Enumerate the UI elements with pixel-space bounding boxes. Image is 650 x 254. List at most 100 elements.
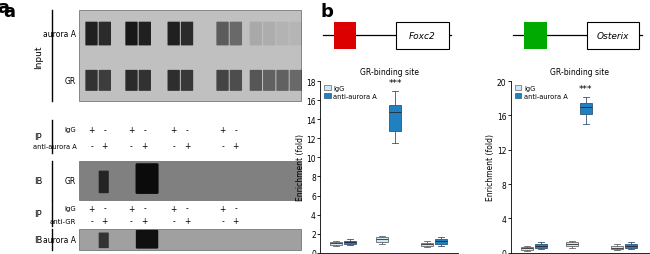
- Text: +: +: [88, 204, 95, 213]
- PathPatch shape: [330, 242, 343, 245]
- PathPatch shape: [611, 246, 623, 249]
- Bar: [79, 11, 302, 102]
- Text: -: -: [186, 204, 188, 213]
- FancyBboxPatch shape: [125, 71, 138, 91]
- Text: IP: IP: [34, 133, 42, 141]
- Text: ***: ***: [579, 85, 593, 94]
- Text: anti-GR: anti-GR: [50, 218, 76, 224]
- Text: +: +: [233, 142, 239, 151]
- Text: GR: GR: [65, 76, 76, 86]
- FancyBboxPatch shape: [99, 171, 109, 193]
- FancyBboxPatch shape: [216, 23, 229, 46]
- FancyBboxPatch shape: [136, 230, 158, 249]
- PathPatch shape: [344, 241, 356, 244]
- Text: -: -: [172, 216, 175, 225]
- FancyBboxPatch shape: [138, 23, 151, 46]
- PathPatch shape: [535, 244, 547, 248]
- Y-axis label: Enrichment (fold): Enrichment (fold): [296, 134, 305, 201]
- Text: IB: IB: [34, 235, 42, 244]
- FancyBboxPatch shape: [168, 71, 180, 91]
- Bar: [586, 23, 639, 50]
- FancyBboxPatch shape: [216, 71, 229, 91]
- Y-axis label: Enrichment (fold): Enrichment (fold): [486, 134, 495, 201]
- Text: b: b: [320, 3, 333, 21]
- PathPatch shape: [521, 247, 533, 250]
- Text: -: -: [235, 204, 237, 213]
- Text: GR-binding site: GR-binding site: [359, 68, 419, 77]
- Text: -: -: [221, 142, 224, 151]
- Text: -: -: [221, 216, 224, 225]
- PathPatch shape: [376, 237, 387, 242]
- Text: IP: IP: [34, 209, 42, 218]
- Text: +: +: [128, 204, 135, 213]
- Text: -: -: [90, 216, 93, 225]
- Bar: [525, 23, 547, 50]
- Text: +: +: [88, 125, 95, 134]
- Bar: [396, 23, 448, 50]
- FancyBboxPatch shape: [85, 23, 98, 46]
- FancyBboxPatch shape: [263, 23, 276, 46]
- FancyBboxPatch shape: [263, 71, 276, 91]
- FancyBboxPatch shape: [181, 71, 193, 91]
- FancyBboxPatch shape: [125, 23, 138, 46]
- PathPatch shape: [625, 244, 637, 248]
- Text: Input: Input: [34, 45, 43, 68]
- Text: GR-binding site: GR-binding site: [550, 68, 609, 77]
- PathPatch shape: [389, 105, 402, 131]
- Text: -: -: [90, 142, 93, 151]
- FancyBboxPatch shape: [250, 23, 262, 46]
- FancyBboxPatch shape: [290, 71, 302, 91]
- FancyBboxPatch shape: [276, 23, 289, 46]
- FancyBboxPatch shape: [181, 23, 193, 46]
- Text: IgG: IgG: [64, 127, 76, 133]
- FancyBboxPatch shape: [229, 71, 242, 91]
- Text: IB: IB: [34, 176, 42, 185]
- Text: anti-aurora A: anti-aurora A: [32, 143, 76, 149]
- Text: +: +: [101, 216, 108, 225]
- Text: -: -: [235, 125, 237, 134]
- Text: aurora A: aurora A: [44, 235, 76, 244]
- PathPatch shape: [580, 103, 592, 114]
- Text: -: -: [103, 125, 106, 134]
- Text: -: -: [130, 142, 133, 151]
- FancyBboxPatch shape: [85, 71, 98, 91]
- Text: -: -: [103, 204, 106, 213]
- Text: Foxc2: Foxc2: [409, 32, 436, 41]
- Text: -: -: [144, 125, 146, 134]
- Text: +: +: [219, 204, 226, 213]
- PathPatch shape: [435, 239, 447, 244]
- Text: GR: GR: [65, 176, 76, 185]
- Text: IgG: IgG: [64, 205, 76, 211]
- Text: Osterix: Osterix: [597, 32, 629, 41]
- Text: -: -: [144, 204, 146, 213]
- FancyBboxPatch shape: [136, 164, 159, 194]
- FancyBboxPatch shape: [290, 23, 302, 46]
- Text: +: +: [219, 125, 226, 134]
- Text: -: -: [172, 142, 175, 151]
- Text: +: +: [101, 142, 108, 151]
- Text: +: +: [142, 142, 148, 151]
- Text: a: a: [0, 0, 9, 17]
- Bar: [334, 23, 356, 50]
- Text: -: -: [130, 216, 133, 225]
- Legend: IgG, anti-aurora A: IgG, anti-aurora A: [514, 85, 568, 100]
- Text: +: +: [184, 142, 190, 151]
- FancyBboxPatch shape: [99, 71, 111, 91]
- Text: ***: ***: [389, 79, 402, 88]
- Text: -: -: [186, 125, 188, 134]
- Text: a: a: [3, 3, 15, 21]
- FancyBboxPatch shape: [168, 23, 180, 46]
- Bar: [79, 161, 302, 200]
- Text: +: +: [170, 204, 177, 213]
- FancyBboxPatch shape: [99, 233, 109, 248]
- Text: +: +: [233, 216, 239, 225]
- PathPatch shape: [421, 243, 433, 246]
- Text: +: +: [170, 125, 177, 134]
- FancyBboxPatch shape: [250, 71, 262, 91]
- Text: aurora A: aurora A: [44, 30, 76, 39]
- Legend: IgG, anti-aurora A: IgG, anti-aurora A: [324, 85, 378, 100]
- PathPatch shape: [566, 243, 578, 246]
- Text: +: +: [128, 125, 135, 134]
- FancyBboxPatch shape: [276, 71, 289, 91]
- FancyBboxPatch shape: [138, 71, 151, 91]
